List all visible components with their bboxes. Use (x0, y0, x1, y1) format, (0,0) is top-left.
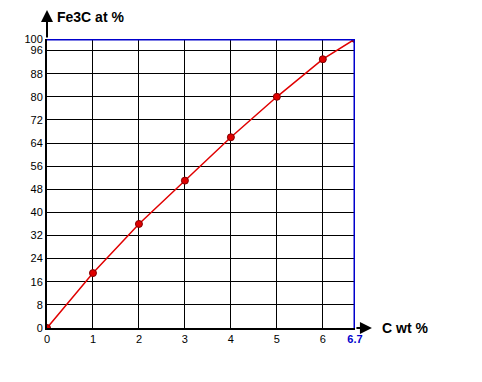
svg-text:5: 5 (274, 333, 280, 345)
svg-text:32: 32 (31, 229, 43, 241)
svg-text:Fe3C at %: Fe3C at % (57, 9, 124, 25)
svg-text:3: 3 (182, 333, 188, 345)
svg-text:24: 24 (31, 252, 43, 264)
svg-text:C wt %: C wt % (382, 320, 428, 336)
svg-text:56: 56 (31, 160, 43, 172)
svg-text:0: 0 (37, 322, 43, 334)
svg-text:4: 4 (228, 333, 234, 345)
svg-text:80: 80 (31, 91, 43, 103)
svg-text:6.7: 6.7 (347, 333, 362, 345)
svg-text:88: 88 (31, 68, 43, 80)
svg-text:72: 72 (31, 114, 43, 126)
svg-text:16: 16 (31, 276, 43, 288)
svg-text:64: 64 (31, 137, 43, 149)
svg-text:1: 1 (90, 333, 96, 345)
svg-text:0: 0 (44, 333, 50, 345)
svg-text:100: 100 (24, 33, 42, 45)
svg-text:40: 40 (31, 206, 43, 218)
svg-text:48: 48 (31, 183, 43, 195)
svg-text:6: 6 (320, 333, 326, 345)
svg-text:2: 2 (136, 333, 142, 345)
svg-text:96: 96 (31, 44, 43, 56)
svg-text:8: 8 (37, 299, 43, 311)
